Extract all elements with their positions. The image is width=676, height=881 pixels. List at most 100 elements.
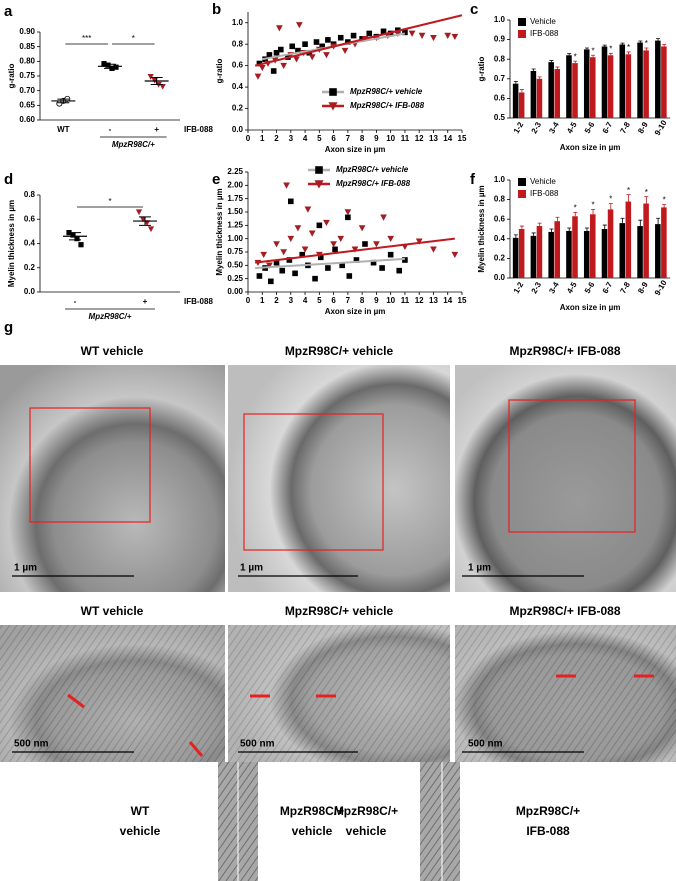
point [366,30,373,37]
error-bar [567,227,572,231]
y-axis-label: Myelin thickness in µm [215,188,224,275]
x-tick-label: 10 [386,296,395,305]
bar [643,203,649,278]
inset-label: vehicle [292,824,333,838]
point [289,43,296,50]
x-tick-label: 10 [386,134,395,143]
point [451,251,459,259]
point [312,275,318,282]
error-bar [537,76,542,79]
x-tick-label: 14 [443,296,452,305]
error-bar [656,217,661,225]
point [278,46,284,53]
point [294,225,302,232]
legend-marker [328,102,338,111]
legend-label: MpzR98C/+ vehicle [350,87,423,96]
bar [655,224,661,278]
y-tick-label: 0.6 [24,214,36,223]
y-tick-label: 2.25 [227,167,243,176]
error-bar [608,52,613,56]
image-title: MpzR98C/+ vehicle [285,604,394,618]
y-tick-label: 0.4 [494,234,506,243]
legend-label: Vehicle [530,177,556,186]
legend-marker [314,180,324,189]
y-axis-label: g-ratio [215,58,224,83]
error-bar [513,80,518,84]
em-image [0,365,225,592]
x-tick-label: + [143,297,148,306]
point [345,214,351,221]
significance-label: * [627,43,630,52]
bar [643,50,649,118]
x-axis-label: Axon size in µm [325,307,386,316]
point [135,209,143,216]
legend-swatch [518,178,526,186]
x-tick-label: 9-10 [653,118,669,137]
error-bar [519,89,524,93]
significance-label: * [663,196,666,205]
point [380,28,387,35]
x-tick-label: 11 [401,134,410,143]
significance-label: * [132,34,135,43]
x-tick-label: - [109,125,112,134]
significance-label: * [574,203,577,212]
legend-label: MpzR98C/+ IFB-088 [350,101,425,110]
point [266,52,273,58]
y-tick-label: 1.25 [227,220,243,229]
point [270,68,277,74]
bar [637,42,643,118]
error-bar [644,196,649,204]
y-tick-label: 0.50 [227,260,243,269]
bar [554,221,560,278]
point [387,235,395,243]
x-tick-label: 6-7 [601,120,615,135]
y-tick-label: 0.4 [24,239,36,248]
error-bar [537,222,542,227]
x-tick-label: 5-6 [583,280,597,295]
y-tick-label: 1.0 [232,18,244,27]
bar [583,49,590,118]
error-bar [584,227,589,231]
significance-label: * [609,195,612,204]
x-tick-label: 9 [374,296,379,305]
image-title: WT vehicle [81,604,144,618]
point [325,37,331,43]
point [273,241,280,248]
point [444,32,452,39]
x-tick-label: 3 [289,134,294,143]
bar [619,44,626,118]
point [295,47,301,54]
zoom-box [508,399,636,533]
point [373,241,380,248]
y-tick-label: 0.5 [494,113,506,122]
zoom-box [243,413,384,551]
em-shade [0,625,225,762]
em-inset [420,762,460,881]
point [283,182,290,189]
significance-label: * [108,197,111,206]
x-tick-label: 1-2 [512,280,526,295]
point [430,34,437,42]
error-bar [513,234,518,238]
bar [661,207,667,278]
y-tick-label: 0.90 [19,27,35,36]
x-tick-label: 7-8 [618,280,632,295]
x-tick-label: 11 [401,296,410,305]
point [101,61,107,67]
significance-label: * [591,46,594,55]
legend-marker [329,88,337,96]
scale-label: 500 nm [468,739,503,750]
x-tick-label: 8-9 [636,280,650,295]
x-tick-label: 15 [458,134,467,143]
point [353,257,360,263]
y-tick-label: 0.0 [494,273,506,282]
y-tick-label: 0.2 [232,104,244,113]
bar [590,57,596,118]
point [341,47,349,54]
x-tick-label: 7 [346,296,351,305]
bar [625,201,632,278]
x-tick-label: 1 [260,296,265,305]
error-bar [150,76,163,86]
y-tick-label: 0.8 [24,190,36,199]
error-bar [656,38,661,41]
